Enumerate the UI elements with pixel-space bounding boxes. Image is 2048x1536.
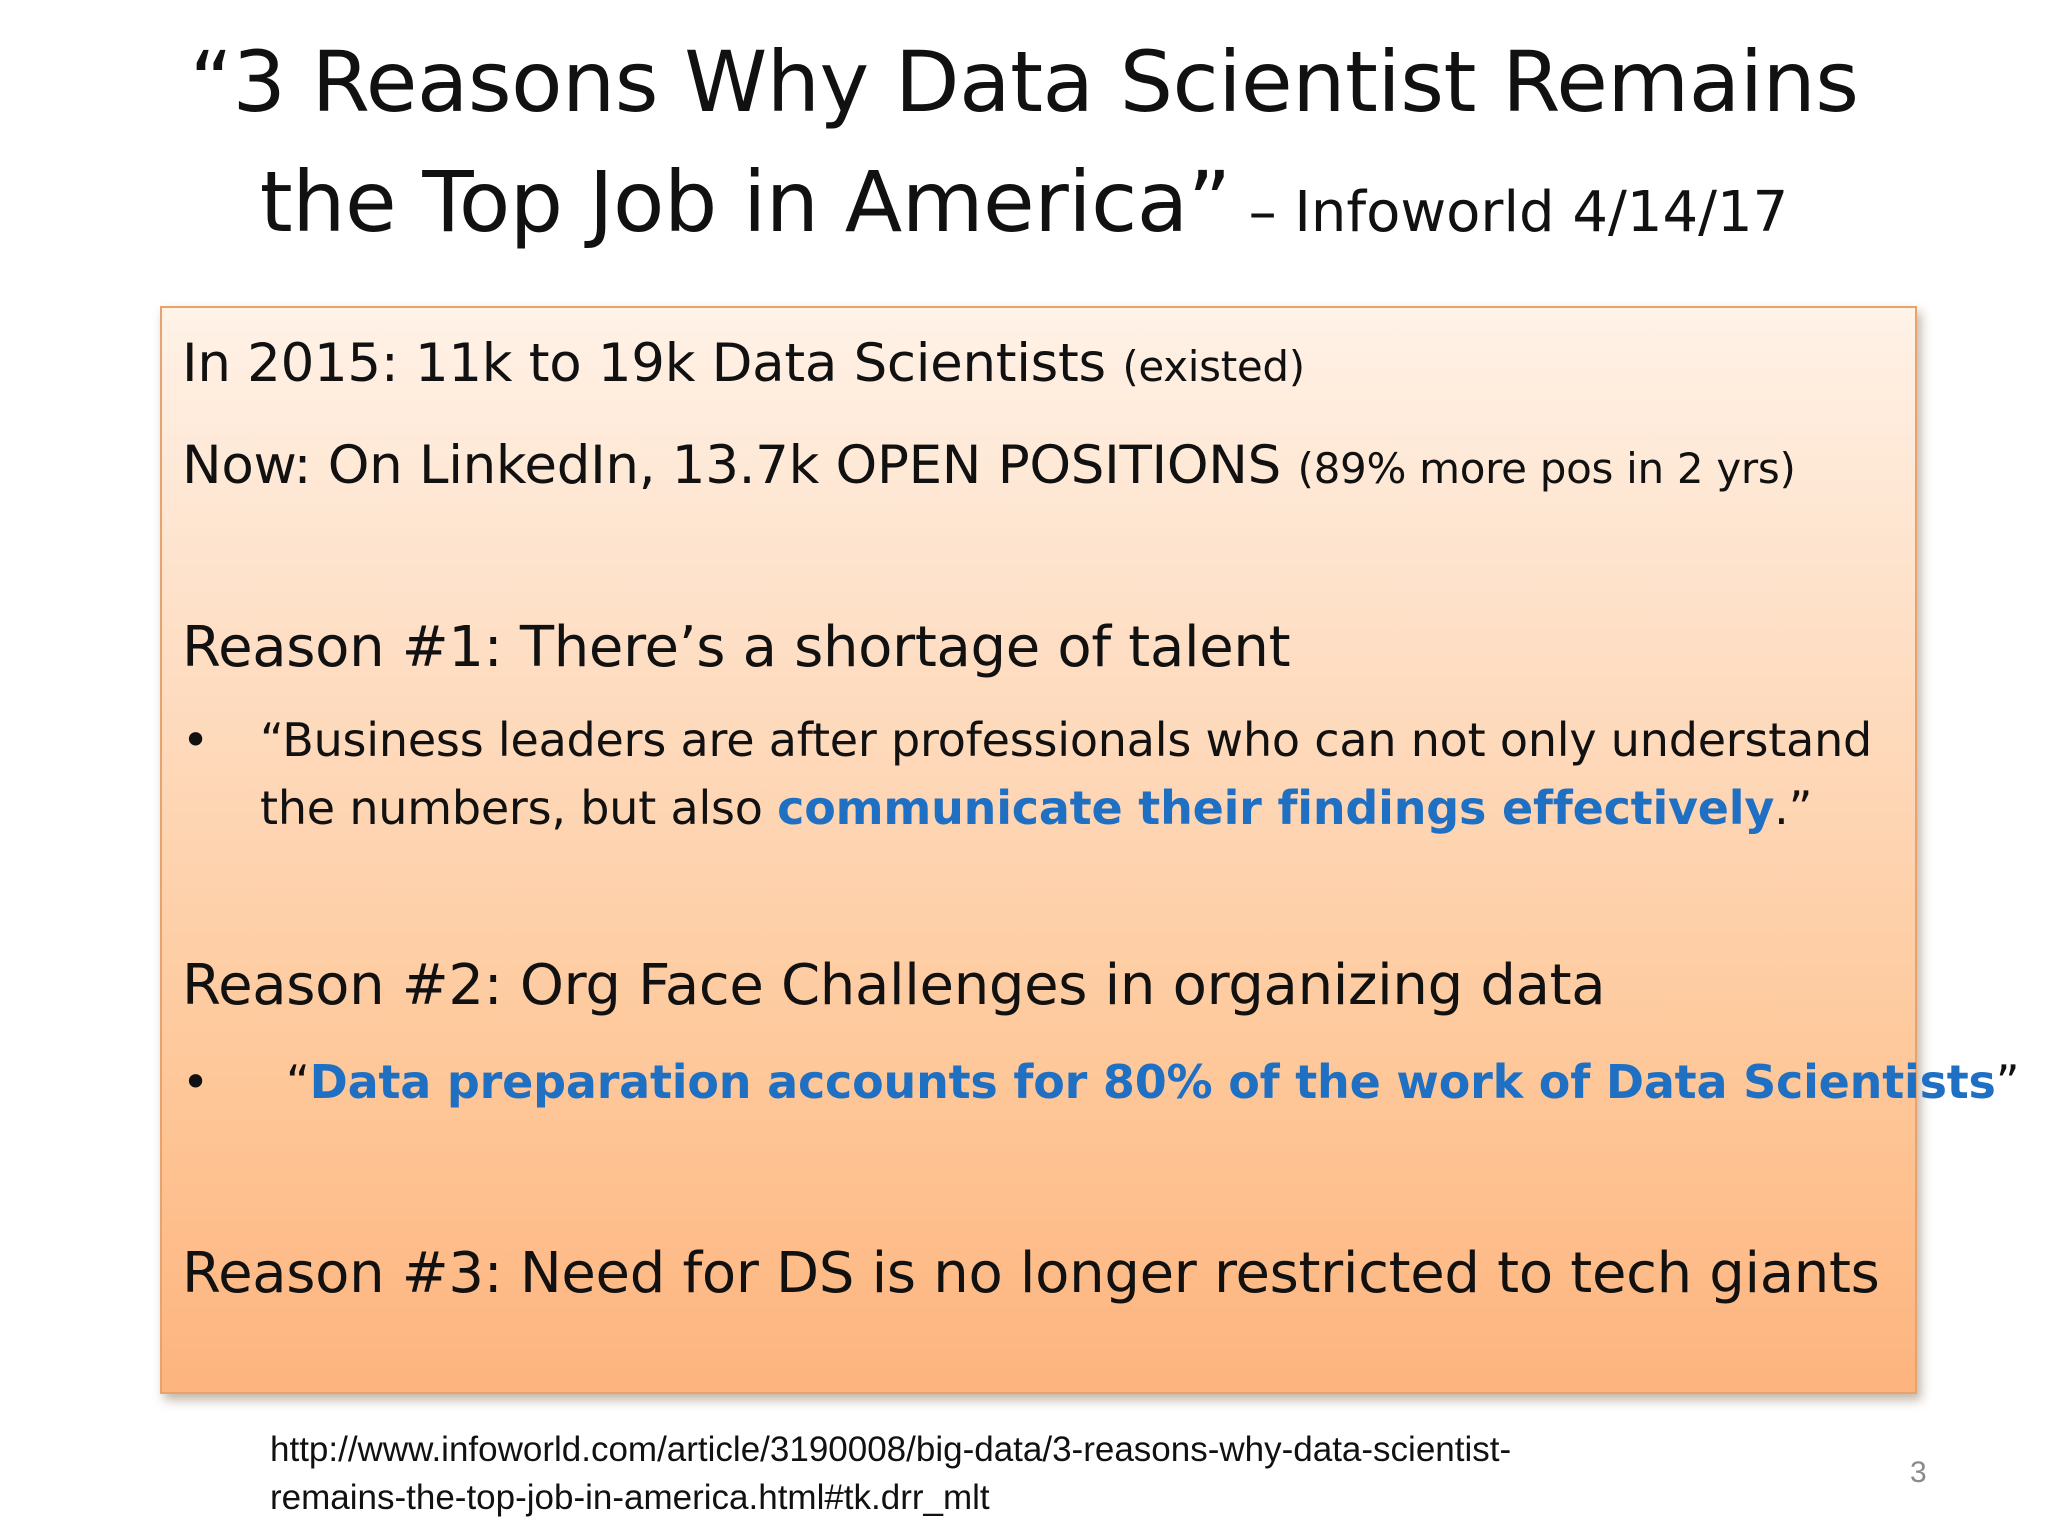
stat-now: Now: On LinkedIn, 13.7k OPEN POSITIONS (…	[182, 430, 1796, 505]
title-line-2-text: the Top Job in America”	[259, 153, 1232, 251]
bullet-icon: •	[182, 1055, 209, 1109]
stat-now-text: Now: On LinkedIn, 13.7k OPEN POSITIONS	[182, 435, 1298, 496]
reason-2-quote: “Data preparation accounts for 80% of th…	[286, 1048, 2020, 1116]
bullet-icon: •	[182, 713, 209, 767]
source-url[interactable]: http://www.infoworld.com/article/3190008…	[270, 1426, 1770, 1522]
reason-1-heading: Reason #1: There’s a shortage of talent	[182, 615, 1291, 680]
page-number: 3	[1910, 1456, 1927, 1489]
reason-2-quote-open: “	[286, 1055, 310, 1109]
reason-2-heading: Reason #2: Org Face Challenges in organi…	[182, 953, 1606, 1018]
stat-2015-text: In 2015: 11k to 19k Data Scientists	[182, 333, 1123, 394]
source-url-line-1[interactable]: http://www.infoworld.com/article/3190008…	[270, 1430, 1512, 1469]
reason-1-quote-highlight: communicate their findings effectively	[777, 781, 1775, 835]
reason-2-quote-close: ”	[1995, 1055, 2020, 1109]
source-url-line-2[interactable]: remains-the-top-job-in-america.html#tk.d…	[270, 1478, 990, 1517]
reason-1-quote-end: .”	[1774, 781, 1813, 835]
reason-2-quote-highlight: Data preparation accounts for 80% of the…	[309, 1055, 1996, 1109]
slide-title: “3 Reasons Why Data Scientist Remains th…	[100, 22, 1948, 273]
title-line-2: the Top Job in America” – Infoworld 4/14…	[100, 142, 1948, 273]
reason-1-quote-start: “Business leaders are after professional…	[260, 713, 1873, 835]
stat-2015: In 2015: 11k to 19k Data Scientists (exi…	[182, 328, 1305, 403]
title-line-1: “3 Reasons Why Data Scientist Remains	[189, 33, 1859, 131]
content-box: In 2015: 11k to 19k Data Scientists (exi…	[160, 306, 2020, 1394]
stat-now-note: (89% more pos in 2 yrs)	[1297, 444, 1796, 493]
reason-3-heading: Reason #3: Need for DS is no longer rest…	[182, 1241, 1880, 1306]
reason-1-quote: “Business leaders are after professional…	[260, 706, 1910, 842]
stat-2015-note: (existed)	[1122, 342, 1305, 391]
title-source: – Infoworld 4/14/17	[1230, 180, 1789, 245]
